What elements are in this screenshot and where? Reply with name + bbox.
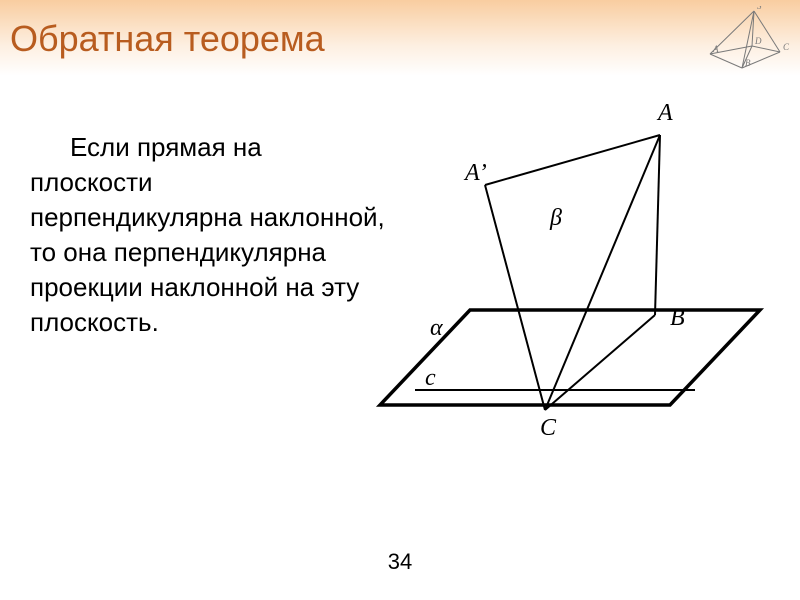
svg-text:β: β (549, 205, 562, 231)
svg-text:B: B (745, 58, 751, 68)
svg-text:C: C (540, 415, 557, 441)
svg-text:A: A (712, 44, 719, 54)
main-diagram: α β c A A’ B C (360, 100, 780, 500)
corner-thumbnail: S A B C D (702, 6, 792, 81)
svg-text:A: A (656, 100, 673, 126)
svg-text:S: S (757, 6, 762, 11)
svg-text:A’: A’ (463, 160, 487, 186)
svg-text:B: B (670, 305, 685, 331)
svg-text:α: α (430, 315, 443, 341)
svg-text:c: c (425, 365, 436, 391)
page-number: 34 (388, 549, 412, 575)
page-title: Обратная теорема (10, 18, 790, 60)
body-line1: Если прямая на плоскости (30, 130, 390, 200)
svg-text:C: C (783, 42, 790, 52)
body-rest: перпендикулярна наклонной, то она перпен… (30, 202, 385, 337)
svg-text:D: D (754, 36, 762, 46)
theorem-text: Если прямая на плоскости перпендикулярна… (30, 130, 390, 341)
title-bar: Обратная теорема (0, 0, 800, 76)
